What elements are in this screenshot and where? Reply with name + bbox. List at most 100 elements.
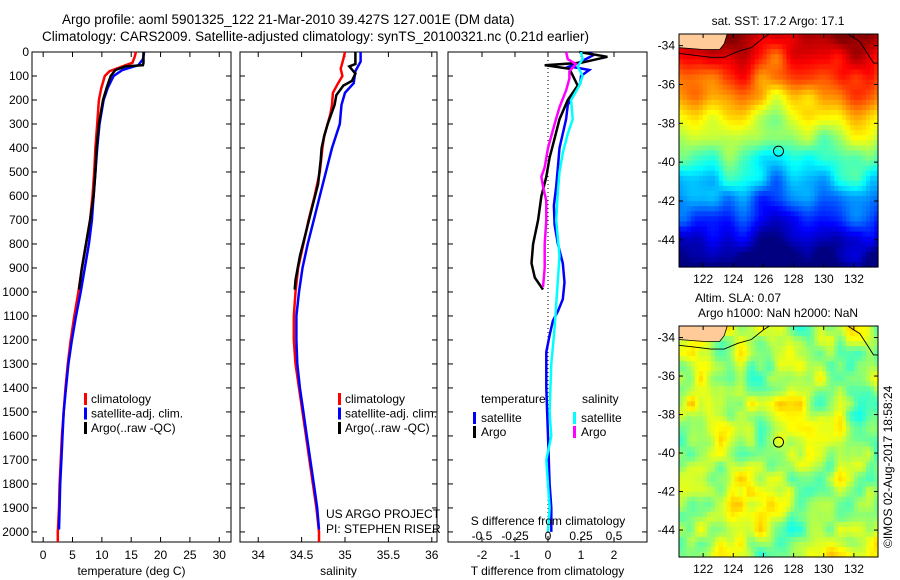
map-cell: [866, 145, 871, 152]
map-cell: [862, 221, 867, 228]
map-cell: [734, 79, 740, 86]
map-cell: [774, 125, 780, 131]
map-cell: [686, 226, 692, 233]
map-cell: [730, 130, 736, 136]
map-cell: [754, 49, 760, 55]
map-cell: [842, 341, 847, 347]
map-cell: [818, 331, 823, 337]
map-cell: [838, 99, 843, 106]
map-cell: [794, 49, 799, 55]
map-cell: [738, 446, 744, 453]
map-cell: [698, 191, 704, 197]
map-cell: [830, 436, 835, 443]
map-cell: [702, 461, 708, 468]
map-cell: [874, 551, 879, 558]
map-cell: [846, 531, 851, 538]
map-cell: [862, 89, 867, 96]
map-cell: [846, 211, 851, 217]
map-cell: [714, 406, 720, 412]
map-cell: [798, 361, 803, 367]
map-cell: [754, 411, 760, 417]
map-cell: [830, 421, 835, 428]
map-cell: [750, 341, 756, 347]
map-cell: [762, 331, 768, 337]
map-cell: [798, 391, 803, 397]
map-cell: [698, 160, 704, 167]
map-cell: [790, 526, 796, 533]
map-cell: [846, 241, 851, 248]
map-cell: [810, 436, 815, 443]
map-cell: [834, 386, 839, 392]
map-cell: [754, 125, 760, 131]
difference-legend: temperature salinitysatelliteArgosatellit…: [471, 392, 626, 543]
map-cell: [782, 371, 788, 377]
map-cell: [870, 406, 875, 412]
map-cell: [850, 526, 855, 533]
map-cell: [874, 251, 879, 258]
map-cell: [766, 120, 772, 126]
map-cell: [778, 109, 784, 116]
map-cell: [762, 521, 768, 528]
map-cell: [850, 201, 855, 207]
map-cell: [698, 196, 704, 202]
map-cell: [710, 246, 716, 253]
map-cell: [726, 551, 732, 558]
map-cell: [686, 411, 692, 417]
map-cell: [842, 396, 847, 402]
map-cell: [874, 396, 879, 402]
map-cell: [834, 170, 839, 177]
map-cell: [726, 436, 732, 443]
map-cell: [790, 501, 796, 508]
map-cell: [806, 206, 811, 212]
map-cell: [790, 436, 796, 443]
map-cell: [682, 160, 688, 167]
map-cell: [838, 130, 843, 136]
map-cell: [679, 486, 684, 493]
map-cell: [730, 511, 736, 518]
map-cell: [750, 109, 756, 116]
map-cell: [830, 115, 835, 121]
map-cell: [822, 536, 827, 543]
map-cell: [746, 165, 752, 172]
map-cell: [850, 226, 855, 233]
map-cell: [826, 99, 831, 106]
map-cell: [718, 441, 724, 448]
map-cell: [842, 135, 847, 141]
map-cell: [778, 89, 784, 96]
map-cell: [798, 120, 803, 126]
map-cell: [846, 481, 851, 488]
map-cell: [790, 140, 796, 147]
map-cell: [726, 411, 732, 417]
map-cell: [802, 551, 807, 558]
map-cell: [702, 175, 708, 182]
map-cell: [742, 180, 748, 187]
map-cell: [706, 401, 712, 407]
map-cell: [854, 39, 859, 45]
map-cell: [682, 401, 688, 407]
map-cell: [774, 94, 780, 101]
map-cell: [870, 351, 875, 357]
map-cell: [738, 546, 744, 553]
map-cell: [798, 196, 803, 202]
map-cell: [694, 391, 700, 397]
map-cell: [866, 476, 871, 483]
map-cell: [690, 366, 696, 372]
y-tick-label: -36: [658, 77, 676, 91]
map-cell: [810, 501, 815, 508]
map-cell: [794, 501, 799, 508]
map-cell: [846, 130, 851, 136]
map-cell: [706, 130, 712, 136]
map-cell: [822, 336, 827, 342]
map-cell: [822, 341, 827, 347]
map-cell: [738, 180, 744, 187]
map-cell: [762, 506, 768, 513]
map-cell: [874, 431, 879, 438]
map-cell: [866, 356, 871, 362]
map-cell: [870, 39, 875, 45]
map-cell: [842, 226, 847, 233]
map-cell: [854, 451, 859, 458]
map-cell: [862, 351, 867, 357]
map-cell: [770, 104, 776, 111]
map-cell: [842, 451, 847, 458]
